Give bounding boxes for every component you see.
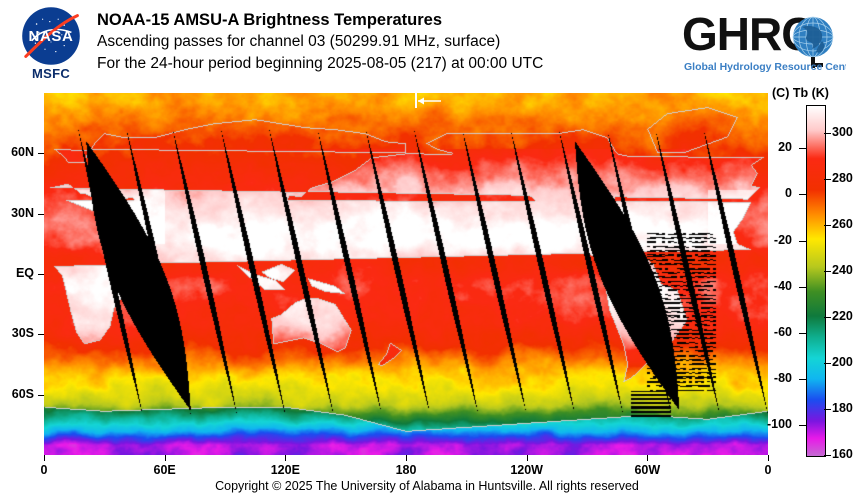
nasa-logo: NASA MSFC [12,6,90,88]
colorbar-tick-celsius [799,424,806,426]
colorbar-label-celsius: -40 [773,278,792,293]
lon-label: 180 [395,463,417,477]
svg-text:NASA: NASA [29,28,74,45]
ghrc-logo: GHRC Global Hydrology Resource Center [682,8,846,73]
lat-label: EQ [15,266,34,280]
lat-tick [38,334,44,336]
colorbar-gradient [807,106,825,456]
lat-tick [38,274,44,275]
title-block: NOAA-15 AMSU-A Brightness Temperatures A… [97,9,543,75]
lat-tick [38,153,44,155]
colorbar-label-kelvin: 260 [832,216,853,231]
colorbar-label-kelvin: 240 [832,262,853,277]
lon-label: 0 [40,463,48,477]
page-period: For the 24-hour period beginning 2025-08… [97,55,544,72]
colorbar-tick-celsius [799,240,806,242]
colorbar [806,105,826,457]
page-subtitle: Ascending passes for channel 03 (50299.9… [97,33,501,50]
lon-label: 120E [270,463,300,477]
lat-label: 30S [11,326,34,341]
colorbar-tick-kelvin [824,362,831,364]
colorbar-header: (C) Tb (K) [772,86,829,100]
colorbar-tick-celsius [799,148,806,150]
globe-icon [792,16,834,68]
lat-label: 60S [11,386,34,401]
colorbar-tick-kelvin [824,455,831,456]
colorbar-label-kelvin: 160 [832,447,853,461]
ghrc-tagline: Global Hydrology Resource Center [684,61,846,73]
lon-label: 60E [153,463,176,477]
lon-tick [406,455,407,461]
colorbar-tick-kelvin [824,316,831,318]
lon-label: 120W [510,463,543,477]
lon-label: 60W [634,463,661,477]
lon-label: 0 [764,463,772,477]
lon-tick [647,455,649,461]
lat-label: 60N [11,145,34,160]
colorbar-tick-celsius [799,378,806,380]
lon-tick [285,455,287,461]
colorbar-label-kelvin: 180 [832,400,853,415]
colorbar-label-kelvin: 200 [832,354,853,369]
colorbar-label-celsius: -80 [773,370,792,385]
map-raster[interactable] [44,93,768,455]
colorbar-label-celsius: -100 [766,416,792,431]
page-title: NOAA-15 AMSU-A Brightness Temperatures [97,11,443,29]
lon-tick [526,455,528,461]
nasa-center-label: MSFC [31,66,71,81]
lon-tick [44,455,45,461]
colorbar-tick-celsius [799,194,806,196]
colorbar-tick-kelvin [824,270,831,272]
colorbar-tick-kelvin [824,224,831,226]
nasa-meatball-icon: NASA [22,7,80,65]
colorbar-tick-kelvin [824,178,831,180]
ghrc-logo-text: GHRC [682,8,813,60]
global-temperature-map[interactable] [44,93,768,455]
colorbar-label-kelvin: 280 [832,170,853,185]
lat-tick [38,213,44,215]
colorbar-tick-kelvin [824,132,831,134]
lon-tick [164,455,166,461]
copyright-notice: Copyright © 2025 The University of Alaba… [215,479,639,493]
colorbar-label-celsius: 0 [785,186,792,201]
colorbar-tick-celsius [799,332,806,334]
colorbar-label-kelvin: 300 [832,124,853,139]
colorbar-label-celsius: -20 [773,232,792,247]
lat-tick [38,394,44,396]
arrow-cursor-icon [415,93,441,108]
colorbar-label-celsius: -60 [773,324,792,339]
colorbar-tick-kelvin [824,408,831,410]
colorbar-label-kelvin: 220 [832,308,853,323]
lat-label: 30N [11,205,34,220]
colorbar-label-celsius: 20 [778,140,792,155]
lon-tick [768,455,769,461]
colorbar-tick-celsius [799,286,806,288]
